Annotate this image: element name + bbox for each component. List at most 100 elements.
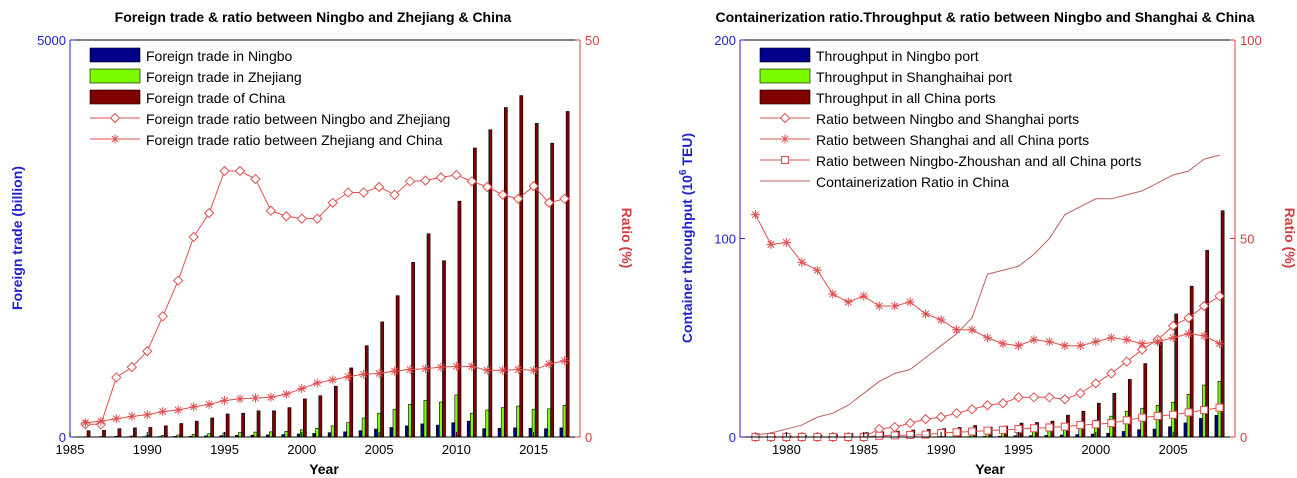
container-line-marker bbox=[968, 427, 977, 436]
container-bar bbox=[1143, 363, 1148, 438]
trade-line-marker bbox=[528, 180, 539, 192]
trade-line-marker bbox=[235, 394, 245, 404]
container-x-tick-label: 1990 bbox=[927, 442, 956, 457]
container-line-marker bbox=[952, 428, 961, 437]
trade-bar bbox=[420, 423, 425, 438]
trade-legend-label: Foreign trade ratio between Zhejiang and… bbox=[146, 132, 443, 148]
trade-bar bbox=[284, 430, 289, 438]
container-line-series-1 bbox=[750, 210, 1225, 351]
trade-bar bbox=[318, 395, 323, 438]
trade-line-marker bbox=[529, 365, 539, 375]
trade-line-marker bbox=[374, 368, 384, 378]
trade-bar bbox=[272, 410, 276, 438]
trade-x-tick-label: 2000 bbox=[287, 442, 316, 457]
trade-legend-marker bbox=[109, 112, 121, 124]
container-bar bbox=[1155, 404, 1160, 438]
container-bar bbox=[1171, 401, 1175, 438]
trade-bar bbox=[503, 107, 508, 438]
trade-y-axis-label: Foreign trade (billion) bbox=[9, 166, 25, 310]
container-line-marker bbox=[889, 421, 900, 433]
trade-y-tick-label: 5000 bbox=[37, 33, 66, 48]
trade-line-marker bbox=[312, 378, 322, 388]
container-line-marker bbox=[1107, 419, 1116, 428]
trade-line-marker bbox=[466, 176, 478, 187]
container-bar bbox=[1158, 341, 1163, 438]
trade-x-tick-label: 1995 bbox=[210, 442, 239, 457]
container-bar bbox=[1140, 407, 1145, 438]
trade-bar bbox=[547, 408, 551, 438]
container-line-marker bbox=[1167, 320, 1179, 332]
trade-line-marker bbox=[220, 395, 230, 405]
container-line-marker bbox=[905, 297, 915, 307]
trade-bar bbox=[550, 142, 555, 438]
trade-bar bbox=[312, 433, 317, 438]
container-y-tick-label: 200 bbox=[714, 33, 736, 48]
container-line-series-0 bbox=[750, 290, 1225, 443]
trade-x-tick-label: 1985 bbox=[56, 442, 85, 457]
container-bar bbox=[1137, 429, 1141, 438]
container-line-marker bbox=[1215, 339, 1225, 349]
trade-line-marker bbox=[250, 393, 260, 403]
container-line-marker bbox=[1121, 356, 1132, 367]
container-y2-tick-label: 0 bbox=[1240, 430, 1247, 445]
container-line-marker bbox=[906, 431, 915, 440]
trade-bar bbox=[380, 321, 385, 438]
container-legend-label: Ratio between Ningbo-Zhoushan and all Ch… bbox=[816, 153, 1141, 169]
trade-line-marker bbox=[327, 197, 338, 208]
container-line-marker bbox=[1013, 392, 1024, 403]
container-line-series-3 bbox=[755, 154, 1220, 436]
container-line-marker bbox=[1091, 420, 1100, 429]
trade-bar bbox=[287, 407, 292, 438]
container-y-tick-label: 0 bbox=[729, 430, 736, 445]
container-x-tick-label: 1985 bbox=[849, 442, 878, 457]
trade-bar bbox=[442, 260, 446, 438]
trade-bar bbox=[454, 394, 459, 438]
trade-bar bbox=[133, 427, 137, 438]
trade-line-marker bbox=[111, 414, 121, 424]
container-line-marker bbox=[1214, 290, 1225, 302]
trade-line-series-0 bbox=[80, 165, 570, 430]
trade-bar bbox=[238, 432, 242, 438]
trade-bar bbox=[361, 417, 366, 438]
trade-bar bbox=[102, 429, 106, 438]
container-line bbox=[755, 295, 1220, 438]
container-line-marker bbox=[1091, 337, 1101, 347]
container-y2-tick-label: 100 bbox=[1240, 33, 1262, 48]
trade-bar bbox=[256, 410, 261, 438]
trade-line-marker bbox=[189, 402, 199, 412]
container-line-marker bbox=[1029, 335, 1039, 345]
container-line-marker bbox=[1198, 300, 1210, 312]
trade-line-marker bbox=[404, 176, 416, 187]
trade-bar-series-2 bbox=[86, 95, 570, 438]
trade-line-marker bbox=[172, 275, 184, 286]
trade-line-marker bbox=[281, 211, 292, 222]
trade-x-tick-label: 2005 bbox=[365, 442, 394, 457]
trade-x-tick-label: 2010 bbox=[442, 442, 471, 457]
trade-bar bbox=[333, 385, 338, 438]
trade-y2-tick-label: 0 bbox=[585, 430, 592, 445]
trade-bar bbox=[225, 413, 230, 438]
container-line-marker bbox=[1215, 403, 1224, 412]
trade-line bbox=[85, 170, 565, 425]
container-line bbox=[755, 214, 1220, 347]
trade-bar bbox=[411, 262, 415, 438]
trade-line-marker bbox=[544, 359, 554, 369]
container-line-marker bbox=[983, 333, 992, 343]
trade-bar bbox=[516, 405, 521, 438]
trade-chart-title: Foreign trade & ratio between Ningbo and… bbox=[115, 9, 512, 25]
container-legend-marker bbox=[779, 112, 791, 124]
trade-line-marker bbox=[312, 213, 323, 224]
container-legend-marker bbox=[781, 156, 789, 164]
container-bar bbox=[1112, 393, 1117, 438]
trade-line-marker bbox=[405, 365, 415, 375]
trade-bar bbox=[485, 409, 490, 438]
container-x-axis-label: Year bbox=[975, 461, 1005, 477]
trade-legend-label: Foreign trade ratio between Ningbo and Z… bbox=[146, 111, 450, 127]
container-line-marker bbox=[921, 309, 931, 319]
container-line-marker bbox=[1199, 331, 1209, 341]
container-line-marker bbox=[1138, 413, 1147, 422]
container-x-tick-label: 2000 bbox=[1081, 442, 1110, 457]
trade-line-marker bbox=[188, 231, 199, 243]
